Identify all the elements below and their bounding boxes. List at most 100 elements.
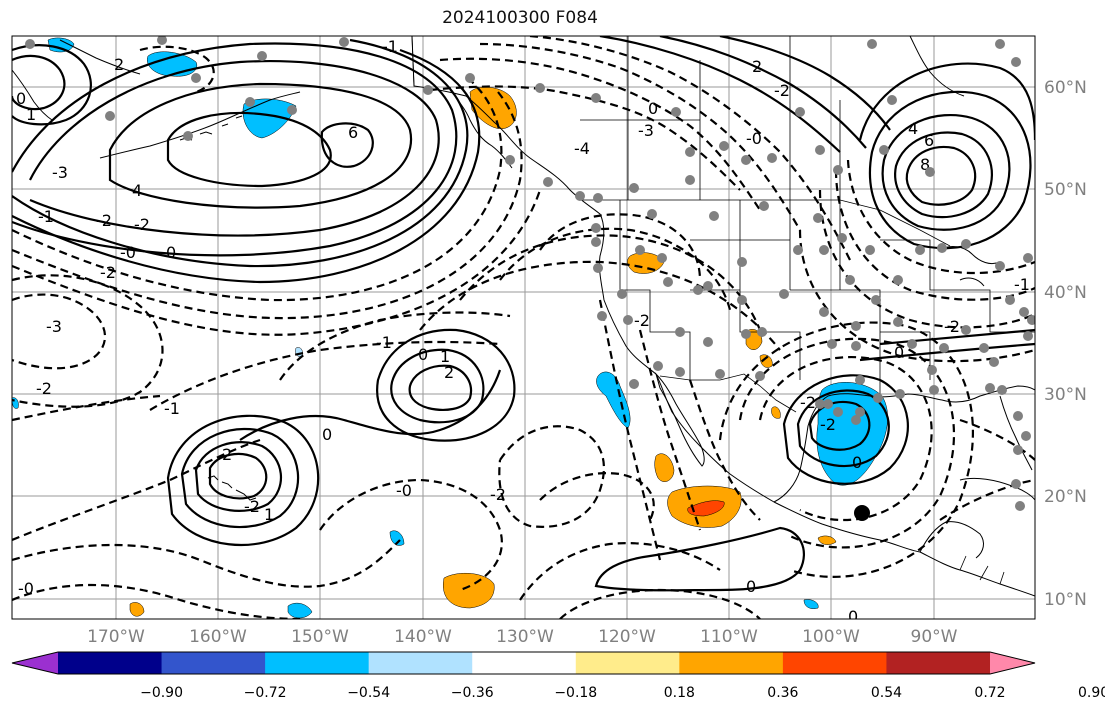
contour-label-group: -1 2 0 1 6 -3 4 -1 -2 -2 -0 0 -2 -3 -2 -…: [16, 37, 1030, 619]
station-marker: [1005, 295, 1015, 305]
colorbar-outline: [11, 651, 1036, 675]
contour-label: 0: [418, 345, 428, 364]
station-marker: [653, 361, 663, 371]
contour-neg-arc-mid: [279, 311, 511, 381]
station-marker: [575, 191, 585, 201]
contour-label: 8: [920, 155, 930, 174]
contour-label: 0: [894, 343, 904, 362]
map-frame: [11, 35, 1036, 620]
station-marker: [1013, 411, 1023, 421]
shade-negative-aleutian: [242, 98, 297, 139]
contour-label: -2: [134, 215, 150, 234]
station-marker: [647, 209, 657, 219]
station-marker: [423, 85, 433, 95]
contour-high-1: [12, 48, 481, 284]
station-marker: [867, 39, 877, 49]
station-marker: [827, 339, 837, 349]
station-marker: [873, 393, 883, 403]
station-marker: [795, 107, 805, 117]
contour-label: 2: [114, 55, 124, 74]
great-lakes: [939, 246, 1001, 287]
station-marker: [895, 389, 905, 399]
station-markers: [25, 36, 1035, 511]
kamchatka: [12, 69, 53, 121]
contour-label: -2: [96, 211, 112, 230]
station-marker: [1015, 501, 1025, 511]
contour-label: -2: [800, 393, 816, 412]
lat-label: 20°N: [1044, 487, 1087, 507]
station-marker: [257, 51, 267, 61]
contour-gulf-dash-1: [758, 355, 933, 522]
shade-positive-southwest: [129, 602, 145, 617]
contour-na-solid-3: [719, 36, 891, 131]
station-marker: [191, 73, 201, 83]
contour-label: -2: [36, 379, 52, 398]
shade-positive-small-5: [817, 535, 837, 545]
contour-caribbean-dash: [959, 418, 1035, 461]
contour-na-trough-1: [429, 85, 741, 191]
contour-ec-dash-1: [846, 159, 1035, 275]
contour-label: 1: [264, 505, 274, 524]
station-marker: [1021, 431, 1031, 441]
contour-neg-west-low: [12, 293, 106, 370]
station-marker: [961, 239, 971, 249]
station-marker: [995, 39, 1005, 49]
contour-ec-dash-3: [818, 189, 1035, 329]
colorbar-tick-label: 0.18: [664, 685, 695, 701]
contour-label: -1: [164, 399, 180, 418]
station-marker: [703, 337, 713, 347]
station-marker: [893, 317, 903, 327]
colorbar-ticks: −0.90 −0.72 −0.54 −0.36 −0.18 0.18 0.36 0.54 0.7…: [140, 685, 1105, 701]
station-marker: [813, 213, 823, 223]
political-borders: [411, 36, 1035, 585]
station-marker: [591, 237, 601, 247]
contour-neg-zero-south: [12, 438, 261, 542]
station-marker: [629, 379, 639, 389]
contour-neg-arc-2: [12, 91, 523, 320]
contour-gulf-dash-2: [738, 337, 956, 549]
station-marker: [1027, 315, 1035, 325]
contour-southern-arc: [12, 583, 301, 619]
station-marker: [757, 327, 767, 337]
station-marker: [623, 315, 633, 325]
station-marker: [535, 83, 545, 93]
station-marker: [893, 275, 903, 285]
station-marker: [939, 343, 949, 353]
station-marker: [755, 371, 765, 381]
station-marker: [779, 289, 789, 299]
canada-provinces: [580, 36, 841, 200]
contour-na-trough-3: [479, 42, 801, 231]
contour-neg-south-1: [12, 539, 401, 588]
contour-label: -0: [18, 579, 34, 598]
contour-hawaii-1: [208, 452, 268, 500]
bering-coast: [59, 39, 141, 75]
station-marker: [719, 141, 729, 151]
contour-high-mid-outer: [376, 328, 516, 442]
contour-mexico-dash: [688, 379, 761, 521]
station-marker: [1023, 253, 1033, 263]
station-marker: [685, 175, 695, 185]
contour-kamchatka-2: [12, 44, 92, 126]
contour-neg-right-2: [499, 227, 732, 311]
shade-positive-idaho: [627, 252, 665, 274]
lat-label: 60°N: [1044, 78, 1087, 98]
contour-ec-5: [868, 90, 1032, 250]
lon-label: 170°W: [87, 627, 145, 647]
latitude-labels: 60°N 50°N 40°N 30°N 20°N 10°N: [1044, 78, 1087, 610]
station-marker: [793, 245, 803, 255]
contour-na-trough-2: [439, 57, 761, 211]
station-marker: [629, 183, 639, 193]
contour-hawaii-2: [194, 441, 283, 512]
contour-east-zero: [879, 328, 1035, 346]
contour-label: -2: [244, 497, 260, 516]
contour-label: 0: [852, 453, 862, 472]
contour-kamchatka-1: [12, 54, 66, 111]
shade-positive-gulf-california: [654, 453, 675, 482]
contour-label: -2: [774, 81, 790, 100]
map-plot-area: -1 2 0 1 6 -3 4 -1 -2 -2 -0 0 -2 -3 -2 -…: [12, 36, 1035, 619]
contour-high-3: [12, 42, 458, 257]
station-marker: [715, 369, 725, 379]
contour-label: -2: [100, 263, 116, 282]
station-marker: [845, 275, 855, 285]
aleutians: [99, 91, 301, 159]
